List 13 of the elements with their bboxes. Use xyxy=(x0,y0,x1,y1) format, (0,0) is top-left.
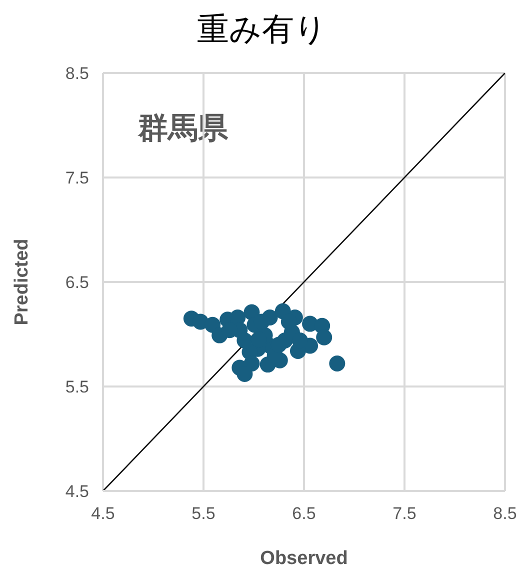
y-axis-title: Predicted xyxy=(12,238,33,326)
y-tick-label: 7.5 xyxy=(65,168,89,188)
x-tick-label: 7.5 xyxy=(392,504,416,524)
y-tick-label: 6.5 xyxy=(65,273,89,292)
x-tick-label: 8.5 xyxy=(493,504,517,524)
x-axis-title: Observed xyxy=(260,548,348,569)
y-tick-label: 4.5 xyxy=(65,482,89,502)
chart-title: 重み有り xyxy=(196,9,328,50)
x-tick-label: 5.5 xyxy=(192,504,216,524)
x-tick-label: 4.5 xyxy=(91,504,115,524)
x-tick-label: 6.5 xyxy=(292,504,316,524)
y-tick-label: 8.5 xyxy=(65,64,89,84)
y-tick-label: 5.5 xyxy=(65,378,89,397)
